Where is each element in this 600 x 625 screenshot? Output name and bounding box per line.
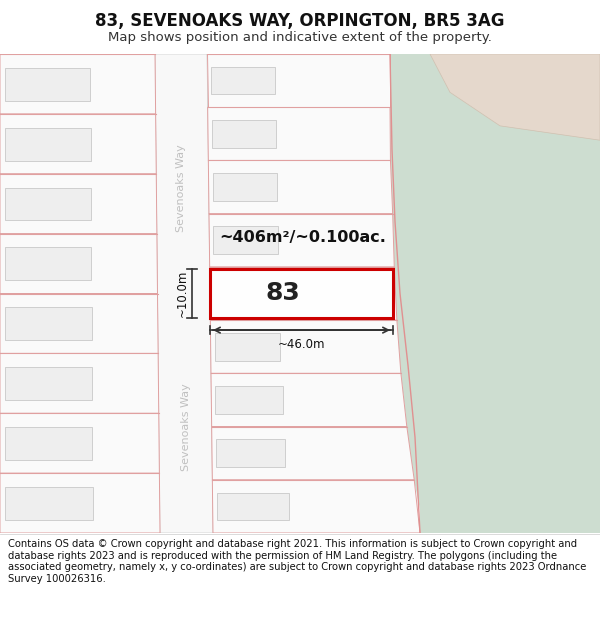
Polygon shape: [212, 480, 420, 533]
Bar: [5, 68, 91, 101]
Text: ~46.0m: ~46.0m: [278, 338, 325, 351]
Text: Contains OS data © Crown copyright and database right 2021. This information is : Contains OS data © Crown copyright and d…: [8, 539, 586, 584]
Bar: [5, 127, 91, 161]
Bar: [212, 120, 276, 148]
Text: Sevenoaks Way: Sevenoaks Way: [176, 144, 186, 232]
Bar: [5, 367, 92, 400]
Polygon shape: [209, 214, 394, 267]
Polygon shape: [0, 473, 160, 533]
Bar: [215, 333, 280, 361]
Bar: [5, 487, 93, 520]
Polygon shape: [0, 114, 156, 174]
Text: ~406m²/~0.100ac.: ~406m²/~0.100ac.: [219, 230, 386, 245]
Bar: [212, 173, 277, 201]
Polygon shape: [0, 294, 158, 353]
Polygon shape: [430, 54, 600, 140]
Polygon shape: [0, 413, 160, 473]
Polygon shape: [209, 267, 397, 320]
Polygon shape: [211, 320, 401, 373]
Polygon shape: [207, 54, 390, 107]
Polygon shape: [212, 426, 414, 480]
Polygon shape: [155, 54, 213, 533]
Polygon shape: [211, 373, 407, 426]
Bar: [214, 279, 279, 308]
Bar: [5, 188, 91, 221]
Polygon shape: [0, 54, 155, 114]
Bar: [217, 492, 289, 520]
Polygon shape: [0, 234, 157, 294]
Bar: [210, 269, 393, 318]
Text: Sevenoaks Way: Sevenoaks Way: [181, 384, 191, 471]
Polygon shape: [0, 353, 159, 413]
Text: 83, SEVENOAKS WAY, ORPINGTON, BR5 3AG: 83, SEVENOAKS WAY, ORPINGTON, BR5 3AG: [95, 12, 505, 30]
Polygon shape: [390, 54, 600, 533]
Text: Map shows position and indicative extent of the property.: Map shows position and indicative extent…: [108, 31, 492, 44]
Bar: [216, 439, 286, 467]
Polygon shape: [208, 107, 391, 161]
Polygon shape: [0, 174, 157, 234]
Bar: [214, 226, 278, 254]
Bar: [5, 427, 92, 460]
Text: ~10.0m: ~10.0m: [176, 270, 189, 317]
Bar: [215, 386, 283, 414]
Bar: [5, 248, 91, 281]
Polygon shape: [208, 161, 392, 214]
Text: 83: 83: [265, 281, 300, 306]
Bar: [5, 308, 92, 340]
Bar: [211, 67, 275, 94]
